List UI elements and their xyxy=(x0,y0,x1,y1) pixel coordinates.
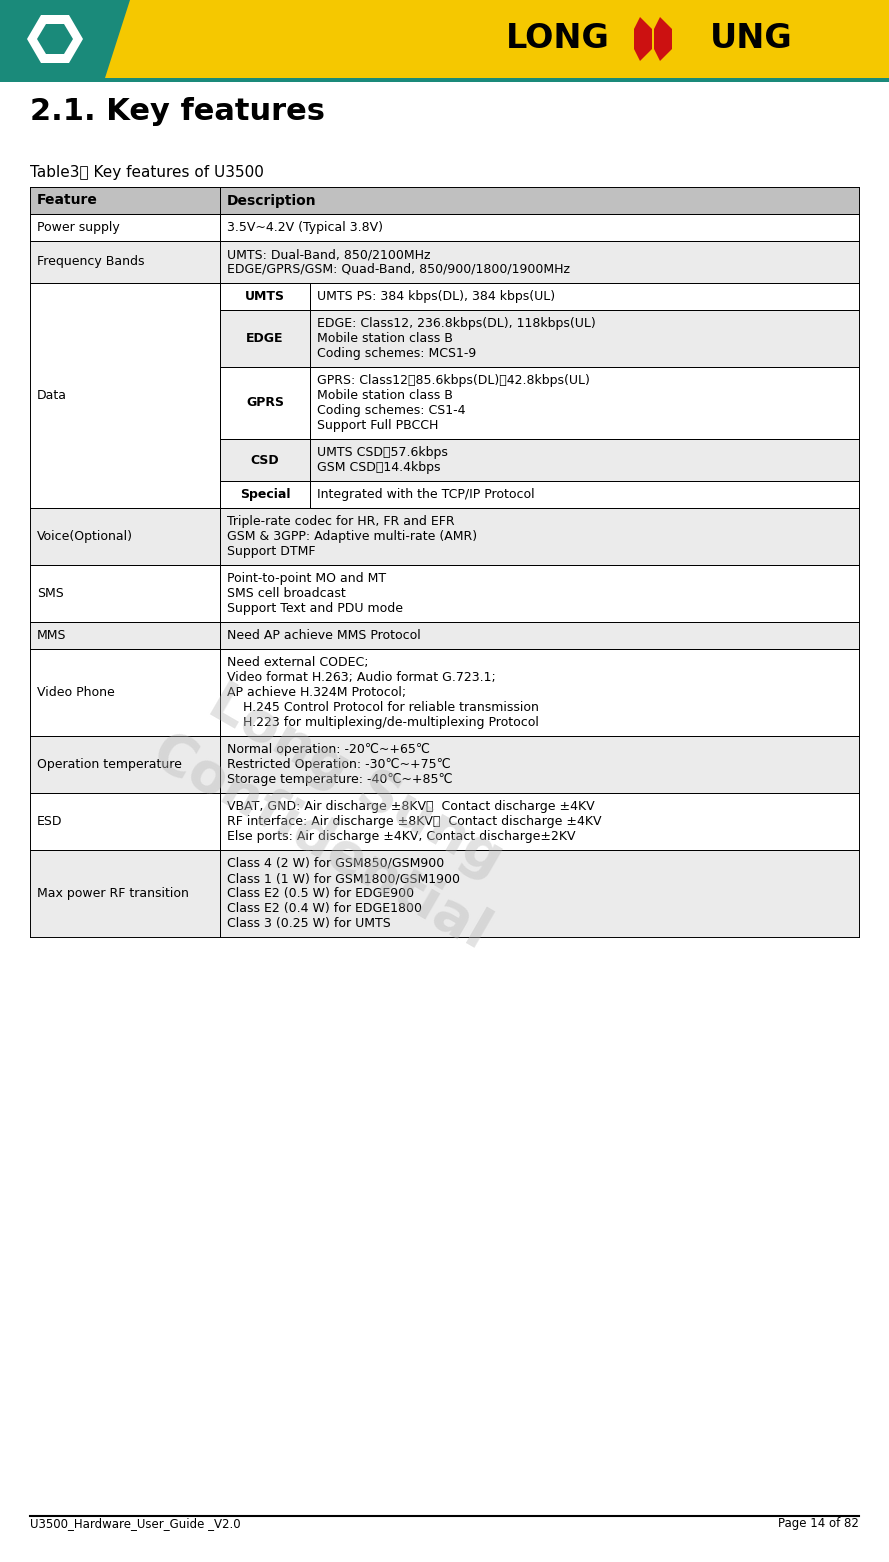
Text: EDGE/GPRS/GSM: Quad-Band, 850/900/1800/1900MHz: EDGE/GPRS/GSM: Quad-Band, 850/900/1800/1… xyxy=(227,262,570,276)
Text: Need external CODEC;: Need external CODEC; xyxy=(227,656,369,669)
Text: Mobile station class B: Mobile station class B xyxy=(317,389,453,401)
Bar xyxy=(0,78,889,81)
Polygon shape xyxy=(37,23,73,55)
Text: H.223 for multiplexing/de-multiplexing Protocol: H.223 for multiplexing/de-multiplexing P… xyxy=(227,715,539,729)
Text: Operation temperature: Operation temperature xyxy=(37,758,182,772)
Bar xyxy=(310,439,859,481)
Text: Voice(Optional): Voice(Optional) xyxy=(37,530,133,544)
Text: Video Phone: Video Phone xyxy=(37,686,115,700)
Polygon shape xyxy=(634,17,652,61)
Text: 2.1. Key features: 2.1. Key features xyxy=(30,97,325,127)
Text: Coding schemes: CS1-4: Coding schemes: CS1-4 xyxy=(317,405,466,417)
Text: Description: Description xyxy=(227,194,316,208)
Bar xyxy=(30,793,220,850)
Bar xyxy=(220,850,859,937)
Text: H.245 Control Protocol for reliable transmission: H.245 Control Protocol for reliable tran… xyxy=(227,701,539,714)
Bar xyxy=(30,214,220,241)
Text: UMTS CSD：57.6kbps: UMTS CSD：57.6kbps xyxy=(317,447,448,459)
Text: Support DTMF: Support DTMF xyxy=(227,545,316,558)
Text: Mobile station class B: Mobile station class B xyxy=(317,333,453,345)
Text: LONG: LONG xyxy=(506,22,610,56)
Text: GSM CSD：14.4kbps: GSM CSD：14.4kbps xyxy=(317,461,441,473)
Text: Special: Special xyxy=(240,487,290,501)
Text: AP achieve H.324M Protocol;: AP achieve H.324M Protocol; xyxy=(227,686,406,700)
Text: UMTS: UMTS xyxy=(245,291,285,303)
Text: Table3： Key features of U3500: Table3： Key features of U3500 xyxy=(30,166,264,180)
Bar xyxy=(220,648,859,736)
Text: Else ports: Air discharge ±4KV, Contact discharge±2KV: Else ports: Air discharge ±4KV, Contact … xyxy=(227,829,575,843)
Text: UNG: UNG xyxy=(710,22,793,56)
Text: UMTS PS: 384 kbps(DL), 384 kbps(UL): UMTS PS: 384 kbps(DL), 384 kbps(UL) xyxy=(317,291,555,303)
Text: Page 14 of 82: Page 14 of 82 xyxy=(778,1517,859,1531)
Text: U3500_Hardware_User_Guide _V2.0: U3500_Hardware_User_Guide _V2.0 xyxy=(30,1517,241,1531)
Bar xyxy=(30,648,220,736)
Text: Max power RF transition: Max power RF transition xyxy=(37,887,188,900)
Text: Coding schemes: MCS1-9: Coding schemes: MCS1-9 xyxy=(317,347,477,359)
Text: CSD: CSD xyxy=(251,453,279,467)
Text: Long Sung
Confidential: Long Sung Confidential xyxy=(142,664,533,961)
Text: Feature: Feature xyxy=(37,194,98,208)
Bar xyxy=(30,736,220,793)
Bar xyxy=(220,187,859,214)
Text: GSM & 3GPP: Adaptive multi-rate (AMR): GSM & 3GPP: Adaptive multi-rate (AMR) xyxy=(227,530,477,544)
Bar xyxy=(220,309,310,367)
Text: UMTS: Dual-Band, 850/2100MHz: UMTS: Dual-Band, 850/2100MHz xyxy=(227,248,430,261)
Bar xyxy=(220,439,310,481)
Text: Class 4 (2 W) for GSM850/GSM900: Class 4 (2 W) for GSM850/GSM900 xyxy=(227,858,444,870)
Text: 3.5V~4.2V (Typical 3.8V): 3.5V~4.2V (Typical 3.8V) xyxy=(227,220,383,234)
Bar xyxy=(310,283,859,309)
Polygon shape xyxy=(654,17,672,61)
Text: RF interface: Air discharge ±8KV，  Contact discharge ±4KV: RF interface: Air discharge ±8KV， Contac… xyxy=(227,815,602,828)
Text: Class E2 (0.4 W) for EDGE1800: Class E2 (0.4 W) for EDGE1800 xyxy=(227,901,422,915)
Text: Power supply: Power supply xyxy=(37,220,120,234)
Bar xyxy=(220,736,859,793)
Bar xyxy=(220,508,859,565)
Text: Support Text and PDU mode: Support Text and PDU mode xyxy=(227,601,403,615)
Bar xyxy=(30,283,220,508)
Text: Restricted Operation: -30℃~+75℃: Restricted Operation: -30℃~+75℃ xyxy=(227,758,451,772)
Polygon shape xyxy=(0,0,130,78)
Text: Point-to-point MO and MT: Point-to-point MO and MT xyxy=(227,572,386,586)
Bar xyxy=(220,622,859,648)
Polygon shape xyxy=(27,16,83,62)
Bar xyxy=(220,283,310,309)
Text: GPRS: Class12，85.6kbps(DL)，42.8kbps(UL): GPRS: Class12，85.6kbps(DL)，42.8kbps(UL) xyxy=(317,373,590,387)
Bar xyxy=(310,309,859,367)
Text: SMS cell broadcast: SMS cell broadcast xyxy=(227,587,346,600)
Text: EDGE: Class12, 236.8kbps(DL), 118kbps(UL): EDGE: Class12, 236.8kbps(DL), 118kbps(UL… xyxy=(317,317,596,330)
Text: ESD: ESD xyxy=(37,815,62,828)
Bar xyxy=(0,0,889,78)
Bar xyxy=(30,187,220,214)
Bar xyxy=(310,481,859,508)
Text: Data: Data xyxy=(37,389,67,401)
Text: Need AP achieve MMS Protocol: Need AP achieve MMS Protocol xyxy=(227,629,420,642)
Bar xyxy=(220,793,859,850)
Bar xyxy=(30,241,220,283)
Bar xyxy=(30,565,220,622)
Bar xyxy=(30,850,220,937)
Text: Class 3 (0.25 W) for UMTS: Class 3 (0.25 W) for UMTS xyxy=(227,917,391,929)
Bar xyxy=(30,508,220,565)
Text: Storage temperature: -40℃~+85℃: Storage temperature: -40℃~+85℃ xyxy=(227,773,453,786)
Text: SMS: SMS xyxy=(37,587,64,600)
Text: Class E2 (0.5 W) for EDGE900: Class E2 (0.5 W) for EDGE900 xyxy=(227,887,414,900)
Bar xyxy=(30,622,220,648)
Text: Triple-rate codec for HR, FR and EFR: Triple-rate codec for HR, FR and EFR xyxy=(227,515,454,528)
Text: MMS: MMS xyxy=(37,629,67,642)
Text: VBAT, GND: Air discharge ±8KV，  Contact discharge ±4KV: VBAT, GND: Air discharge ±8KV， Contact d… xyxy=(227,800,595,812)
Text: Integrated with the TCP/IP Protocol: Integrated with the TCP/IP Protocol xyxy=(317,487,534,501)
Bar xyxy=(220,481,310,508)
Text: Normal operation: -20℃~+65℃: Normal operation: -20℃~+65℃ xyxy=(227,744,430,756)
Text: Class 1 (1 W) for GSM1800/GSM1900: Class 1 (1 W) for GSM1800/GSM1900 xyxy=(227,872,460,886)
Text: GPRS: GPRS xyxy=(246,397,284,409)
Text: Video format H.263; Audio format G.723.1;: Video format H.263; Audio format G.723.1… xyxy=(227,672,496,684)
Bar xyxy=(220,565,859,622)
Bar xyxy=(310,367,859,439)
Text: Support Full PBCCH: Support Full PBCCH xyxy=(317,419,438,433)
Text: Frequency Bands: Frequency Bands xyxy=(37,256,145,269)
Bar xyxy=(220,367,310,439)
Text: EDGE: EDGE xyxy=(246,333,284,345)
Bar xyxy=(220,241,859,283)
Bar xyxy=(220,214,859,241)
